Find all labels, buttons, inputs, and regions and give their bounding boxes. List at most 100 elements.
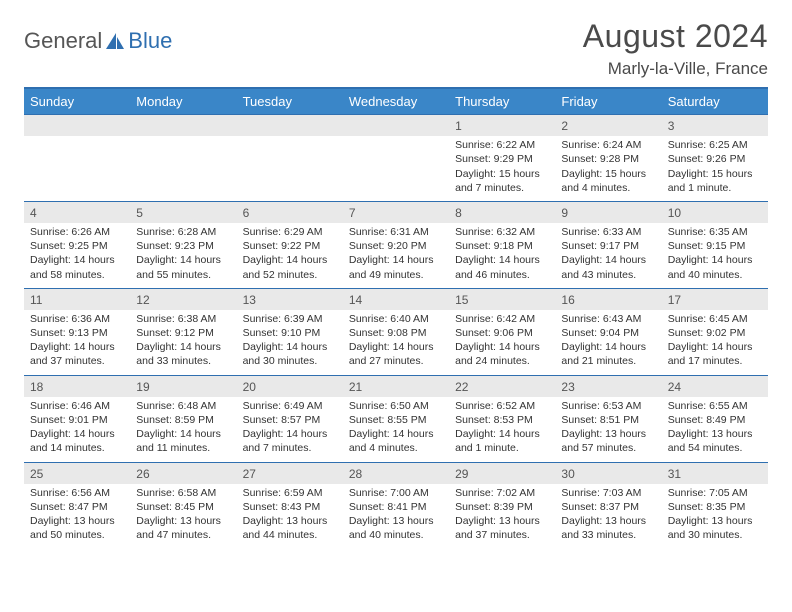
day-number: 1 [449,114,555,136]
day-number [343,114,449,136]
calendar-cell: 7Sunrise: 6:31 AMSunset: 9:20 PMDaylight… [343,201,449,288]
sunrise-line: Sunrise: 6:40 AM [349,312,443,326]
sunrise-line: Sunrise: 6:58 AM [136,486,230,500]
sunset-line: Sunset: 9:12 PM [136,326,230,340]
daylight-line: Daylight: 14 hours and 27 minutes. [349,340,443,368]
sunset-line: Sunset: 8:51 PM [561,413,655,427]
calendar-cell: 8Sunrise: 6:32 AMSunset: 9:18 PMDaylight… [449,201,555,288]
day-header: Thursday [449,88,555,114]
page-title: August 2024 [583,18,768,55]
day-header: Tuesday [237,88,343,114]
sunset-line: Sunset: 8:55 PM [349,413,443,427]
header: General Blue August 2024 Marly-la-Ville,… [24,18,768,79]
sunset-line: Sunset: 9:10 PM [243,326,337,340]
cell-body: Sunrise: 6:59 AMSunset: 8:43 PMDaylight:… [237,484,343,549]
cell-body: Sunrise: 6:50 AMSunset: 8:55 PMDaylight:… [343,397,449,462]
daylight-line: Daylight: 14 hours and 17 minutes. [668,340,762,368]
calendar-cell: 16 Sunrise: 6:43 AMSunset: 9:04 PMDayligh… [555,288,661,375]
calendar-cell: 19 Sunrise: 6:48 AMSunset: 8:59 PMDayligh… [130,375,236,462]
sunrise-line: Sunrise: 6:50 AM [349,399,443,413]
location-subtitle: Marly-la-Ville, France [583,59,768,79]
day-number: 9 [555,201,661,223]
sunrise-line: Sunrise: 6:43 AM [561,312,655,326]
sunset-line: Sunset: 9:26 PM [668,152,762,166]
calendar-body: 1Sunrise: 6:22 AMSunset: 9:29 PMDaylight… [24,114,768,548]
day-number: 30 [555,462,661,484]
sunset-line: Sunset: 9:13 PM [30,326,124,340]
daylight-line: Daylight: 15 hours and 4 minutes. [561,167,655,195]
day-number: 18 [24,375,130,397]
cell-body: Sunrise: 6:45 AMSunset: 9:02 PMDaylight:… [662,310,768,375]
sunrise-line: Sunrise: 6:39 AM [243,312,337,326]
daylight-line: Daylight: 14 hours and 11 minutes. [136,427,230,455]
day-number: 10 [662,201,768,223]
brand-logo: General Blue [24,28,172,54]
day-number [237,114,343,136]
cell-body: Sunrise: 6:38 AMSunset: 9:12 PMDaylight:… [130,310,236,375]
daylight-line: Daylight: 13 hours and 47 minutes. [136,514,230,542]
day-number: 15 [449,288,555,310]
calendar-cell: 17Sunrise: 6:45 AMSunset: 9:02 PMDayligh… [662,288,768,375]
day-number: 27 [237,462,343,484]
daylight-line: Daylight: 14 hours and 14 minutes. [30,427,124,455]
sunrise-line: Sunrise: 6:48 AM [136,399,230,413]
cell-body [237,136,343,196]
calendar-cell: 12Sunrise: 6:38 AMSunset: 9:12 PMDayligh… [130,288,236,375]
day-number: 14 [343,288,449,310]
sunrise-line: Sunrise: 6:36 AM [30,312,124,326]
day-number: 26 [130,462,236,484]
sunrise-line: Sunrise: 6:24 AM [561,138,655,152]
cell-body: Sunrise: 6:58 AMSunset: 8:45 PMDaylight:… [130,484,236,549]
calendar-cell: 29Sunrise: 7:02 AMSunset: 8:39 PMDayligh… [449,462,555,549]
cell-body: Sunrise: 6:39 AMSunset: 9:10 PMDaylight:… [237,310,343,375]
cell-body: Sunrise: 7:05 AMSunset: 8:35 PMDaylight:… [662,484,768,549]
sunset-line: Sunset: 9:08 PM [349,326,443,340]
sunrise-line: Sunrise: 6:38 AM [136,312,230,326]
sunset-line: Sunset: 9:20 PM [349,239,443,253]
sunset-line: Sunset: 9:01 PM [30,413,124,427]
day-number [24,114,130,136]
day-number: 19 [130,375,236,397]
day-number: 31 [662,462,768,484]
daylight-line: Daylight: 14 hours and 21 minutes. [561,340,655,368]
cell-body [343,136,449,196]
sunset-line: Sunset: 9:29 PM [455,152,549,166]
sunset-line: Sunset: 9:25 PM [30,239,124,253]
cell-body: Sunrise: 6:36 AMSunset: 9:13 PMDaylight:… [24,310,130,375]
cell-body: Sunrise: 6:25 AMSunset: 9:26 PMDaylight:… [662,136,768,201]
calendar-cell: 11Sunrise: 6:36 AMSunset: 9:13 PMDayligh… [24,288,130,375]
daylight-line: Daylight: 13 hours and 44 minutes. [243,514,337,542]
calendar-cell: 13Sunrise: 6:39 AMSunset: 9:10 PMDayligh… [237,288,343,375]
daylight-line: Daylight: 13 hours and 40 minutes. [349,514,443,542]
calendar-cell: 4Sunrise: 6:26 AMSunset: 9:25 PMDaylight… [24,201,130,288]
calendar-row: 4Sunrise: 6:26 AMSunset: 9:25 PMDaylight… [24,201,768,288]
calendar-cell: 25Sunrise: 6:56 AMSunset: 8:47 PMDayligh… [24,462,130,549]
daylight-line: Daylight: 14 hours and 33 minutes. [136,340,230,368]
calendar-cell: 10Sunrise: 6:35 AMSunset: 9:15 PMDayligh… [662,201,768,288]
cell-body [130,136,236,196]
sunset-line: Sunset: 9:04 PM [561,326,655,340]
daylight-line: Daylight: 14 hours and 37 minutes. [30,340,124,368]
cell-body: Sunrise: 6:49 AMSunset: 8:57 PMDaylight:… [237,397,343,462]
day-number: 6 [237,201,343,223]
daylight-line: Daylight: 14 hours and 1 minute. [455,427,549,455]
day-number: 28 [343,462,449,484]
sunset-line: Sunset: 8:59 PM [136,413,230,427]
day-number: 16 [555,288,661,310]
calendar-cell [343,114,449,201]
sunrise-line: Sunrise: 6:42 AM [455,312,549,326]
calendar-cell: 31Sunrise: 7:05 AMSunset: 8:35 PMDayligh… [662,462,768,549]
calendar-cell: 28Sunrise: 7:00 AMSunset: 8:41 PMDayligh… [343,462,449,549]
sunset-line: Sunset: 8:35 PM [668,500,762,514]
sunrise-line: Sunrise: 6:53 AM [561,399,655,413]
sunrise-line: Sunrise: 7:02 AM [455,486,549,500]
sunrise-line: Sunrise: 6:56 AM [30,486,124,500]
calendar-cell: 21Sunrise: 6:50 AMSunset: 8:55 PMDayligh… [343,375,449,462]
day-number: 24 [662,375,768,397]
day-number: 11 [24,288,130,310]
calendar-cell: 30Sunrise: 7:03 AMSunset: 8:37 PMDayligh… [555,462,661,549]
sunrise-line: Sunrise: 6:29 AM [243,225,337,239]
calendar-cell: 20Sunrise: 6:49 AMSunset: 8:57 PMDayligh… [237,375,343,462]
daylight-line: Daylight: 14 hours and 24 minutes. [455,340,549,368]
cell-body: Sunrise: 6:31 AMSunset: 9:20 PMDaylight:… [343,223,449,288]
